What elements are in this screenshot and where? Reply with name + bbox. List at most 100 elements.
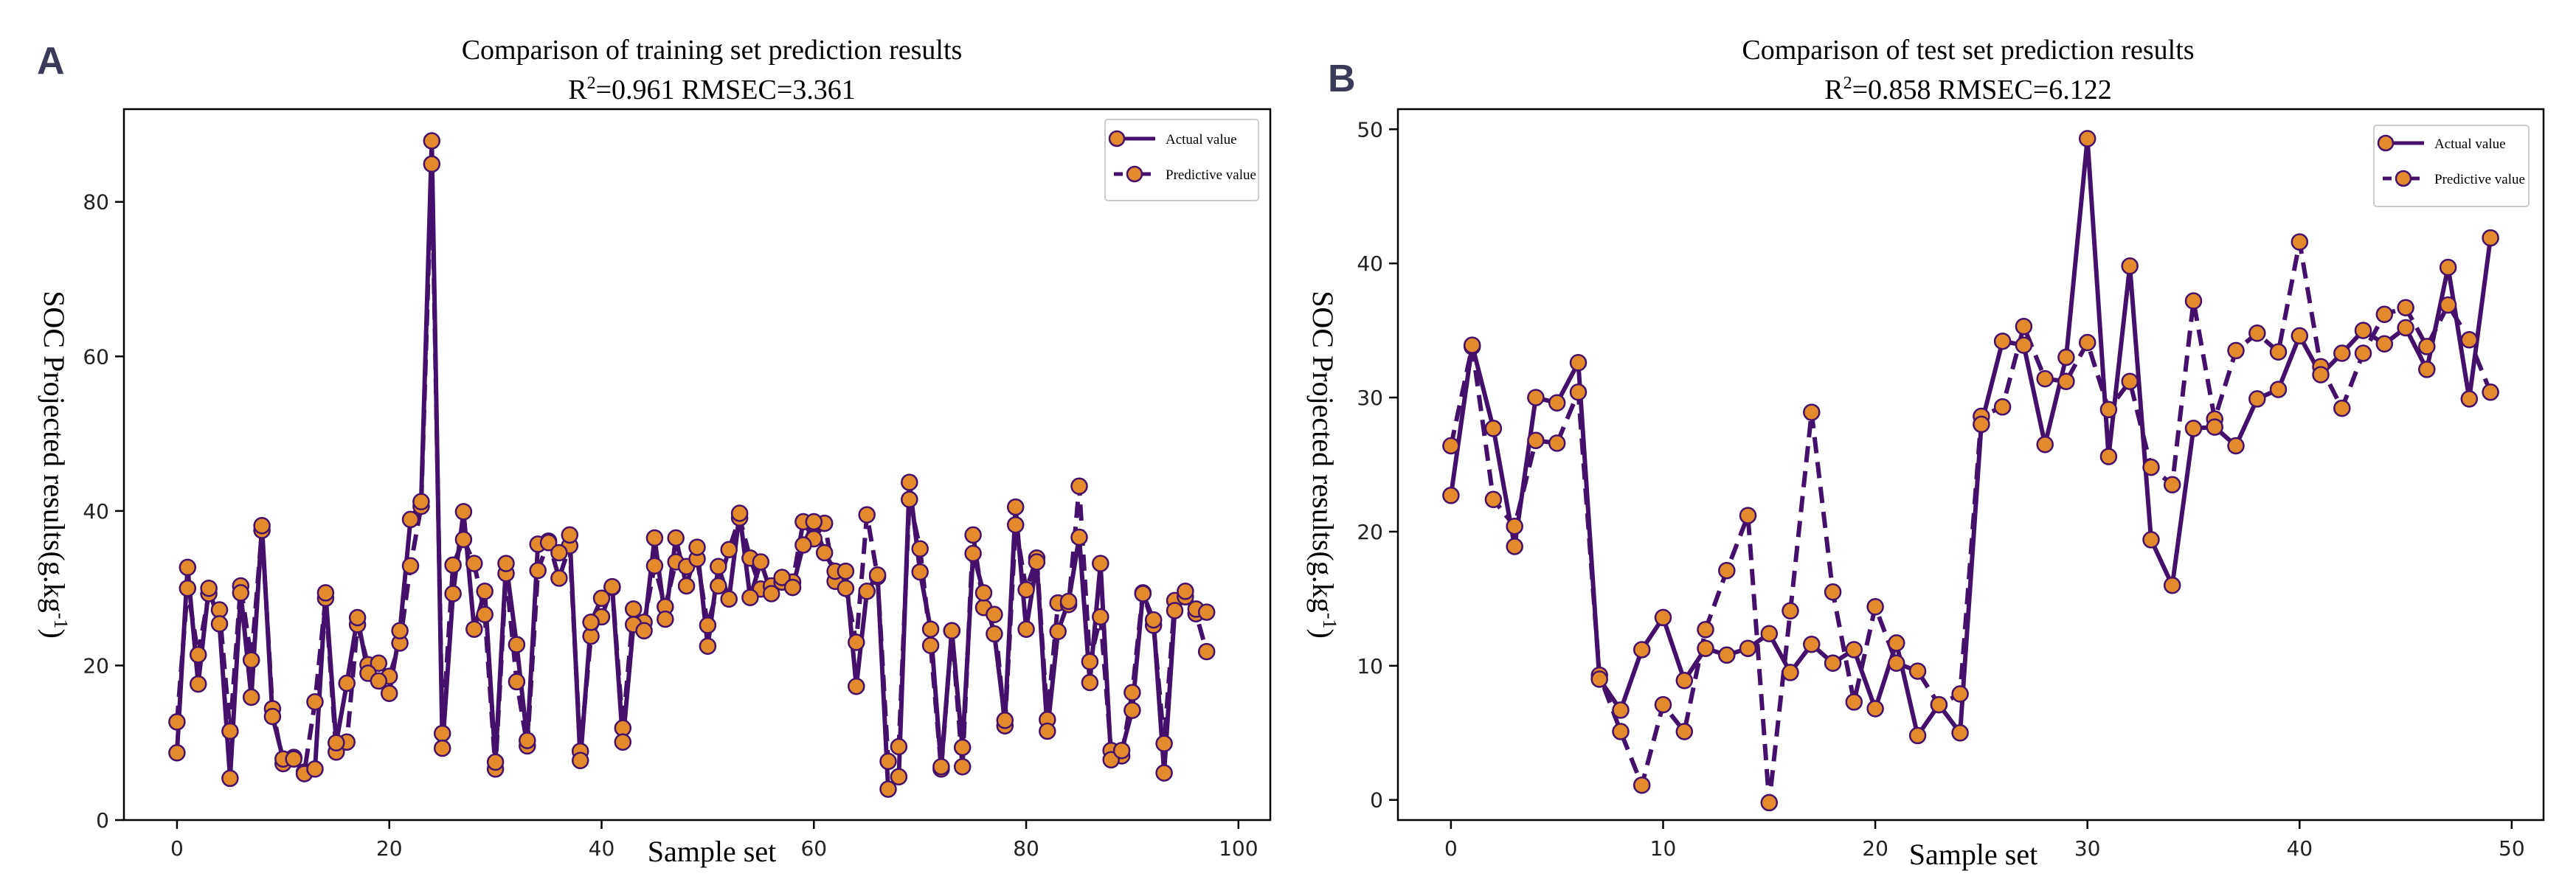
- predictive-point-b: [2184, 292, 2203, 310]
- actual-point-b: [1866, 700, 1884, 718]
- legend-marker-actual-a: [1108, 130, 1126, 147]
- x-tick-label-a: 60: [800, 836, 827, 861]
- x-tick-label-b: 20: [1862, 836, 1888, 861]
- actual-point-a: [741, 588, 759, 606]
- actual-point-b: [1484, 420, 1503, 437]
- actual-point-a: [242, 688, 260, 706]
- predictive-point-b: [1888, 654, 1905, 672]
- predictive-point-a: [444, 556, 462, 574]
- actual-point-b: [1506, 538, 1523, 555]
- y-tick-label-b: 0: [1370, 788, 1383, 813]
- actual-point-b: [2482, 229, 2499, 247]
- legend-label-actual-b: Actual value: [2434, 136, 2506, 152]
- predictive-point-a: [508, 673, 526, 691]
- x-tick-label-a: 80: [1013, 836, 1039, 861]
- subtitle-sup-b: 2: [1843, 74, 1852, 93]
- subtitle-rest-a: =0.961 RMSEC=3.361: [596, 74, 856, 105]
- predictive-point-b: [1908, 662, 1927, 680]
- actual-point-a: [519, 732, 536, 749]
- actual-point-b: [2078, 130, 2097, 147]
- predictive-point-a: [168, 713, 186, 731]
- actual-point-a: [911, 563, 929, 581]
- actual-point-a: [815, 543, 834, 562]
- actual-point-b: [2397, 319, 2414, 337]
- plot-frame-b: [1396, 108, 2545, 822]
- actual-point-b: [1590, 670, 1608, 688]
- predictive-point-b: [2333, 399, 2351, 417]
- predictive-point-b: [2418, 338, 2436, 355]
- actual-point-a: [858, 583, 876, 600]
- chart-subtitle-a: R2=0.961 RMSEC=3.361: [568, 74, 856, 105]
- actual-point-a: [338, 674, 356, 692]
- y-label-sup-b: -1: [1319, 613, 1340, 629]
- x-tick-label-b: 10: [1650, 836, 1677, 861]
- predictive-point-b: [1569, 383, 1588, 401]
- predictive-point-b: [2439, 296, 2457, 314]
- subtitle-sup-a: 2: [587, 74, 596, 93]
- predictive-point-b: [2354, 344, 2372, 362]
- actual-point-b: [2418, 361, 2436, 378]
- actual-point-a: [1081, 673, 1099, 692]
- predictive-point-b: [2099, 400, 2118, 419]
- predictive-point-b: [1527, 431, 1545, 450]
- actual-point-a: [1039, 722, 1056, 740]
- actual-point-a: [561, 526, 579, 544]
- y-label-main-b: SOC Projected results(g.kg: [1306, 291, 1340, 613]
- actual-point-a: [614, 733, 632, 751]
- predictive-point-a: [921, 636, 940, 654]
- actual-point-b: [1824, 654, 1842, 672]
- predictive-point-a: [1123, 684, 1141, 701]
- actual-point-a: [1017, 620, 1035, 638]
- actual-point-a: [1123, 701, 1141, 719]
- actual-point-b: [2312, 366, 2330, 383]
- actual-point-a: [762, 585, 780, 602]
- actual-point-a: [454, 503, 473, 521]
- actual-point-b: [1888, 634, 1905, 652]
- actual-point-a: [1166, 602, 1184, 619]
- predictive-point-a: [645, 557, 664, 575]
- predictive-point-b: [2057, 372, 2075, 390]
- actual-point-b: [1548, 394, 1566, 412]
- predictive-point-a: [879, 752, 897, 771]
- actual-point-a: [168, 744, 186, 762]
- predictive-point-b: [1739, 507, 1757, 524]
- actual-point-b: [1463, 336, 1481, 354]
- actual-point-b: [1739, 639, 1757, 657]
- actual-point-a: [943, 622, 961, 640]
- predictive-point-b: [2163, 476, 2181, 494]
- y-tick-label-b: 50: [1357, 117, 1383, 142]
- actual-point-a: [645, 529, 664, 547]
- predictive-point-a: [837, 579, 855, 597]
- actual-point-a: [1144, 611, 1163, 629]
- predictive-point-b: [1654, 695, 1672, 714]
- actual-point-b: [1718, 646, 1736, 664]
- predictive-point-a: [423, 155, 441, 173]
- predictive-point-a: [454, 530, 473, 549]
- actual-point-a: [592, 589, 611, 608]
- predictive-point-b: [1484, 490, 1503, 509]
- actual-point-b: [2099, 448, 2118, 465]
- legend-marker-actual-b: [2377, 134, 2395, 152]
- predictive-point-a: [550, 569, 568, 587]
- actual-point-b: [2269, 381, 2288, 398]
- y-tick-label-b: 40: [1357, 251, 1383, 276]
- predictive-point-a: [953, 757, 972, 776]
- actual-point-a: [1092, 555, 1109, 572]
- actual-point-a: [391, 622, 409, 640]
- predictive-point-b: [1697, 620, 1714, 639]
- actual-point-a: [794, 536, 812, 554]
- actual-point-a: [773, 569, 791, 586]
- plot-frame-a: [122, 108, 1272, 822]
- actual-point-a: [657, 610, 674, 628]
- panel-b: B Comparison of test set prediction resu…: [1306, 35, 2545, 871]
- panel-letter-b: B: [1328, 58, 1356, 100]
- predictive-point-a: [890, 737, 908, 756]
- actual-point-b: [1569, 354, 1588, 372]
- chart-title-a: Comparison of training set prediction re…: [462, 35, 963, 66]
- actual-point-a: [730, 504, 749, 522]
- actual-point-b: [1973, 415, 1990, 434]
- actual-point-a: [306, 760, 324, 778]
- actual-point-a: [401, 510, 420, 529]
- actual-point-b: [1632, 641, 1651, 659]
